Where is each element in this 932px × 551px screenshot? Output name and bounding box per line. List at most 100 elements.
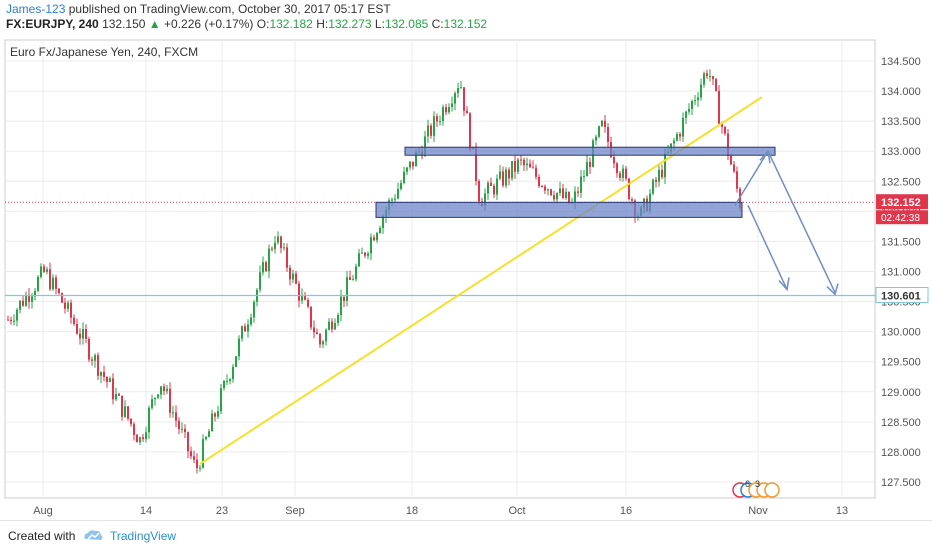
candle-body — [376, 232, 378, 241]
candle-body — [547, 189, 549, 191]
x-tick-label: 16 — [620, 505, 632, 517]
candle-body — [520, 159, 522, 161]
event-icon[interactable] — [764, 482, 780, 498]
candle-body — [736, 171, 738, 189]
candle-body — [223, 380, 225, 389]
candle-body — [559, 188, 561, 193]
candle-body — [238, 338, 240, 357]
candle-body — [115, 393, 117, 400]
x-tick-label: Aug — [33, 505, 53, 517]
candle-body — [181, 428, 183, 430]
ohlc-legend: FX:EURJPY, 240 132.150 ▲ +0.226 (+0.17%)… — [6, 17, 487, 31]
candle-body — [208, 431, 210, 437]
candle-body — [97, 355, 99, 376]
time-axis[interactable]: Aug 14 23 Sep 18 Oct 16 Nov 13 — [33, 505, 848, 517]
candle-body — [328, 321, 330, 330]
candle-body — [91, 359, 93, 361]
author-link[interactable]: James-123 — [6, 2, 66, 16]
y-tick-label: 132.500 — [881, 176, 921, 188]
price-label-box — [876, 194, 928, 210]
candle-body — [88, 338, 90, 360]
y-tick-label: 128.000 — [881, 447, 921, 459]
candle-body — [658, 169, 660, 182]
candle-body — [130, 418, 132, 425]
candle-body — [94, 355, 96, 361]
open-label: O: — [256, 17, 270, 31]
candle-body — [697, 97, 699, 101]
candle-body — [292, 273, 294, 280]
candle-body — [28, 294, 30, 302]
candle-body — [169, 388, 171, 413]
candle-body — [253, 301, 255, 318]
candle-body — [526, 163, 528, 166]
resistance-zone — [404, 146, 776, 156]
candle-body — [133, 424, 135, 435]
candle-body — [469, 113, 471, 150]
candle-body — [625, 168, 627, 179]
candle-body — [220, 388, 222, 412]
candle-body — [673, 140, 675, 144]
candle-body — [46, 269, 48, 272]
candle-body — [151, 399, 153, 408]
candle-body — [505, 169, 507, 186]
y-tick-label: 134.500 — [881, 56, 921, 68]
candle-body — [355, 266, 357, 280]
candle-body — [706, 73, 708, 77]
candle-body — [52, 277, 54, 290]
candle-body — [616, 163, 618, 174]
candle-body — [529, 163, 531, 168]
candle-body — [517, 159, 519, 172]
y-tick-label: 131.500 — [881, 236, 921, 248]
candle-body — [430, 125, 432, 136]
candle-body — [277, 236, 279, 243]
candle-body — [406, 167, 408, 172]
candle-body — [64, 302, 66, 309]
candle-body — [496, 178, 498, 195]
candle-body — [295, 273, 297, 284]
candle-body — [475, 146, 477, 182]
candle-body — [241, 326, 243, 339]
candle-body — [367, 253, 369, 256]
candle-body — [568, 191, 570, 204]
candle-body — [346, 277, 348, 301]
candle-body — [655, 179, 657, 182]
created-with-label: Created with — [8, 529, 76, 543]
candle-body — [583, 176, 585, 178]
tradingview-logo-icon[interactable] — [82, 528, 104, 542]
candle-body — [184, 428, 186, 433]
candle-body — [325, 329, 327, 342]
candle-body — [139, 437, 141, 443]
candle-body — [412, 161, 414, 167]
candle-body — [142, 437, 144, 440]
candle-body — [265, 262, 267, 272]
candle-body — [214, 413, 216, 417]
candle-body — [370, 237, 372, 254]
candle-body — [13, 320, 15, 322]
tradingview-brand-link[interactable]: TradingView — [110, 529, 177, 543]
candle-body — [601, 120, 603, 127]
change-up-icon: ▲ — [148, 17, 161, 31]
y-tick-label: 128.500 — [881, 417, 921, 429]
candle-body — [676, 134, 678, 141]
candle-body — [313, 327, 315, 333]
candle-body — [379, 228, 381, 233]
candle-body — [541, 186, 543, 188]
candle-body — [10, 319, 12, 322]
candle-body — [145, 432, 147, 440]
candle-body — [403, 171, 405, 183]
candle-body — [445, 107, 447, 113]
candle-body — [55, 277, 57, 289]
candle-body — [715, 79, 717, 91]
candle-body — [685, 111, 687, 118]
candle-body — [661, 169, 663, 178]
candle-body — [136, 434, 138, 443]
price-axis[interactable]: 134.500134.000133.500133.000132.500132.0… — [881, 56, 921, 489]
candle-body — [364, 252, 366, 256]
y-tick-label: 129.000 — [881, 387, 921, 399]
candle-body — [22, 300, 24, 306]
candle-body — [121, 395, 123, 417]
candle-body — [193, 456, 195, 460]
event-count: 6 — [745, 479, 750, 489]
price-chart[interactable]: Euro Fx/Japanese Yen, 240, FXCM 134.500 1… — [0, 0, 932, 520]
